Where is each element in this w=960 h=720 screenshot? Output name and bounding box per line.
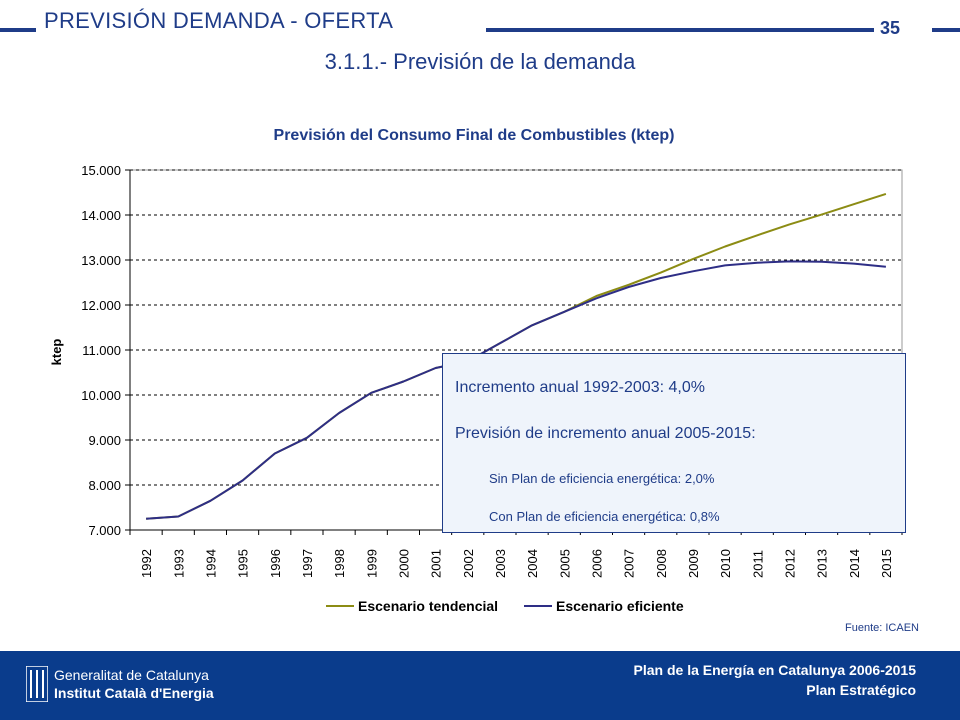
legend-label: Escenario eficiente <box>556 598 684 614</box>
y-tick-label: 11.000 <box>82 343 121 358</box>
page-number: 35 <box>880 18 901 38</box>
y-axis-label: ktep <box>49 339 64 366</box>
x-tick-label: 1998 <box>332 549 347 578</box>
info-forecast-heading: Previsión de incremento anual 2005-2015: <box>455 425 756 442</box>
x-tick-label: 1996 <box>268 549 283 578</box>
y-tick-label: 8.000 <box>88 478 121 493</box>
y-tick-label: 15.000 <box>81 163 121 178</box>
info-box: Incremento anual 1992-2003: 4,0% Previsi… <box>442 353 906 533</box>
x-tick-label: 2006 <box>589 549 604 578</box>
x-tick-label: 2009 <box>686 549 701 578</box>
footer-plan-title: Plan de la Energía en Catalunya 2006-201… <box>633 662 916 678</box>
y-tick-label: 12.000 <box>81 298 121 313</box>
x-tick-label: 2005 <box>557 549 572 578</box>
x-tick-label: 2002 <box>461 549 476 578</box>
x-tick-label: 2007 <box>622 549 637 578</box>
series-line-eficiente <box>146 260 886 520</box>
x-tick-label: 1999 <box>364 549 379 578</box>
x-tick-label: 2011 <box>750 550 765 578</box>
header-title: PREVISIÓN DEMANDA - OFERTA <box>44 8 394 33</box>
header-rule-left <box>0 28 36 32</box>
x-tick-label: 1994 <box>203 549 218 578</box>
chart-title: Previsión del Consumo Final de Combustib… <box>274 127 675 144</box>
x-tick-label: 2001 <box>429 549 444 578</box>
info-with-plan: Con Plan de eficiencia energética: 0,8% <box>489 509 720 524</box>
x-tick-label: 2010 <box>718 549 733 578</box>
x-tick-label: 1997 <box>300 549 315 578</box>
x-tick-label: 1992 <box>139 549 154 578</box>
y-axis-ticks: 7.000 8.000 9.000 10.000 11.000 12.000 13.000 1… <box>81 163 130 538</box>
x-tick-label: 2013 <box>815 549 830 578</box>
legend-label: Escenario tendencial <box>358 598 498 614</box>
line-chart: Previsión del Consumo Final de Combustib… <box>49 127 903 614</box>
x-tick-label: 2015 <box>879 549 894 578</box>
x-tick-label: 2003 <box>493 549 508 578</box>
generalitat-logo-icon <box>26 666 48 702</box>
legend: Escenario tendencial Escenario eficiente <box>326 598 684 614</box>
y-tick-label: 14.000 <box>81 208 121 223</box>
header-rule-right <box>932 28 960 32</box>
footer-bar: Generalitat de Catalunya Institut Català… <box>0 651 960 720</box>
page-subtitle: 3.1.1.- Previsión de la demanda <box>324 49 636 74</box>
x-tick-label: 2012 <box>782 549 797 578</box>
x-tick-label: 2000 <box>396 549 411 578</box>
info-annual-increment: Incremento anual 1992-2003: 4,0% <box>455 379 705 396</box>
header-rule-middle <box>486 28 874 32</box>
x-tick-label: 2014 <box>847 549 862 578</box>
y-tick-label: 13.000 <box>81 253 121 268</box>
footer-org-name: Generalitat de Catalunya <box>54 667 209 683</box>
y-tick-label: 10.000 <box>81 388 121 403</box>
x-tick-label: 2004 <box>525 549 540 578</box>
info-without-plan: Sin Plan de eficiencia energética: 2,0% <box>489 471 715 486</box>
x-tick-label: 1995 <box>236 549 251 578</box>
x-tick-label: 1993 <box>171 549 186 578</box>
footer-institute-name: Institut Català d'Energia <box>54 685 214 701</box>
y-tick-label: 9.000 <box>88 433 121 448</box>
source-note: Fuente: ICAEN <box>845 622 919 634</box>
x-tick-label: 2008 <box>654 549 669 578</box>
footer-plan-subtitle: Plan Estratégico <box>806 682 916 698</box>
x-axis-ticks: 1992 1993 1994 1995 1996 1997 1998 1999 2000 2001… <box>129 530 903 578</box>
series-lines <box>146 192 887 520</box>
y-tick-label: 7.000 <box>88 523 121 538</box>
